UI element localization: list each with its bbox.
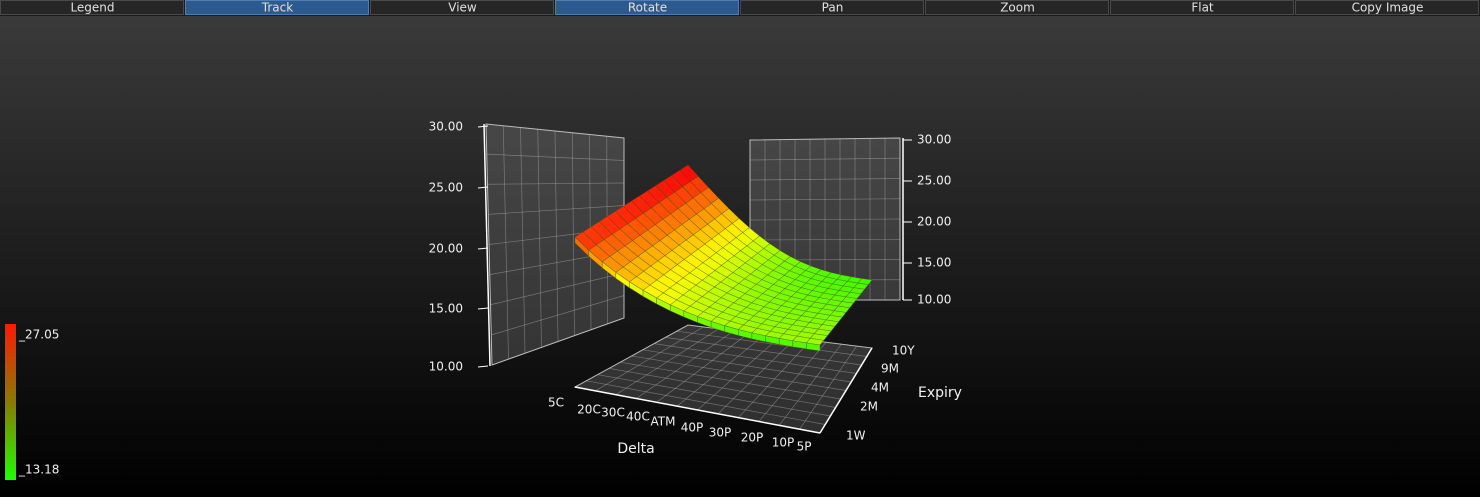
z-tick-label: 20.00 xyxy=(429,242,463,256)
right-wall-grid xyxy=(749,218,901,221)
toolbar-button-label[interactable]: Pan xyxy=(822,1,844,15)
right-wall-grid xyxy=(749,198,901,201)
axis-line xyxy=(574,386,821,434)
z-tick xyxy=(477,186,489,189)
left-wall-grid xyxy=(491,295,625,336)
toolbar-button-label[interactable]: Track xyxy=(261,1,293,15)
delta-tick-label: 40C xyxy=(626,410,650,424)
axis-title: Delta xyxy=(617,441,654,457)
toolbar-button[interactable] xyxy=(925,0,1109,15)
z-tick-label: 30.00 xyxy=(917,133,951,147)
delta-tick-label: 5P xyxy=(797,440,812,454)
floor-grid xyxy=(738,340,811,418)
floor-grid xyxy=(620,361,841,400)
expiry-tick-label: 2M xyxy=(860,400,878,414)
z-tick-label: 15.00 xyxy=(429,302,463,316)
left-wall-grid xyxy=(571,132,575,336)
right-wall-grid xyxy=(749,157,901,161)
z-tick-label: 15.00 xyxy=(917,256,951,270)
left-wall-grid xyxy=(502,125,509,360)
delta-tick-label: 20P xyxy=(741,431,764,445)
toolbar-button[interactable] xyxy=(0,0,184,15)
z-tick xyxy=(477,125,489,128)
floor-grid xyxy=(758,342,827,422)
surface-cell xyxy=(853,282,869,290)
axis-line xyxy=(483,123,491,367)
surface-cell xyxy=(821,319,840,327)
z-tick-label: 25.00 xyxy=(429,181,463,195)
delta-tick-label: 5C xyxy=(548,396,564,410)
floor-grid xyxy=(608,368,836,408)
toolbar-button-label[interactable]: View xyxy=(448,1,477,15)
z-tick xyxy=(477,365,489,368)
floor-grid xyxy=(597,374,831,417)
toolbar-button-label[interactable]: Zoom xyxy=(1000,1,1035,15)
toolbar-button[interactable] xyxy=(185,0,369,15)
axis-title: Expiry xyxy=(918,385,962,401)
toolbar-button-label[interactable]: Legend xyxy=(70,1,114,15)
axis-line xyxy=(819,347,873,434)
expiry-tick-label: 10Y xyxy=(892,344,915,358)
floor-grid xyxy=(676,330,867,357)
floor-grid xyxy=(631,355,847,391)
floor-grid xyxy=(697,336,781,411)
delta-tick-label: 10P xyxy=(772,436,795,450)
left-wall xyxy=(485,123,625,366)
expiry-tick-label: 1W xyxy=(846,429,866,443)
floor-grid xyxy=(642,349,852,383)
toolbar-button-label[interactable]: Flat xyxy=(1191,1,1214,15)
floor-grid xyxy=(799,345,857,430)
floor-grid xyxy=(654,343,857,374)
expiry-tick-label: 9M xyxy=(881,362,899,376)
floor-grid xyxy=(656,332,750,403)
toolbar-button[interactable] xyxy=(555,0,739,15)
delta-tick-label: 30P xyxy=(709,426,732,440)
floor-grid xyxy=(778,343,842,426)
z-tick-label: 25.00 xyxy=(917,174,951,188)
toolbar-button[interactable] xyxy=(1295,0,1479,15)
left-wall-grid xyxy=(486,153,625,161)
z-tick-label: 30.00 xyxy=(429,120,463,134)
floor-grid xyxy=(615,328,719,395)
floor-grid xyxy=(717,338,796,415)
floor-grid xyxy=(586,380,826,425)
delta-tick-label: 20C xyxy=(577,403,601,417)
left-wall-grid xyxy=(554,130,559,342)
toolbar-button[interactable] xyxy=(1110,0,1294,15)
z-tick-label: 20.00 xyxy=(917,215,951,229)
delta-tick-label: ATM xyxy=(651,415,676,429)
toolbar-button-label[interactable]: Rotate xyxy=(628,1,667,15)
delta-tick-label: 30C xyxy=(601,406,625,420)
legend-colorbar xyxy=(5,324,16,480)
toolbar-button[interactable] xyxy=(740,0,924,15)
toolbar-button[interactable] xyxy=(370,0,554,15)
legend-min: _13.18 xyxy=(18,463,59,477)
floor-grid xyxy=(595,326,704,392)
right-wall-grid xyxy=(749,238,901,241)
left-wall-grid xyxy=(488,205,625,215)
floor-grid xyxy=(665,337,862,366)
left-wall-grid xyxy=(490,272,625,306)
delta-tick-label: 40P xyxy=(681,421,704,435)
floor-grid xyxy=(676,334,765,407)
left-wall-grid xyxy=(520,127,526,354)
left-wall-grid xyxy=(487,182,625,185)
surface-edge xyxy=(806,342,821,352)
toolbar-button-label[interactable]: Copy Image xyxy=(1352,1,1424,15)
z-tick xyxy=(477,307,489,310)
expiry-tick-label: 4M xyxy=(871,381,889,395)
surface-cell xyxy=(857,278,873,285)
surface-cell xyxy=(837,301,854,309)
surface-cell xyxy=(817,324,836,332)
z-tick xyxy=(477,247,489,250)
legend-max: _27.05 xyxy=(18,328,59,342)
right-wall-grid xyxy=(749,178,901,181)
floor-grid xyxy=(636,330,735,399)
z-tick-label: 10.00 xyxy=(917,293,951,307)
left-wall-grid xyxy=(537,129,542,348)
z-tick-label: 10.00 xyxy=(429,360,463,374)
